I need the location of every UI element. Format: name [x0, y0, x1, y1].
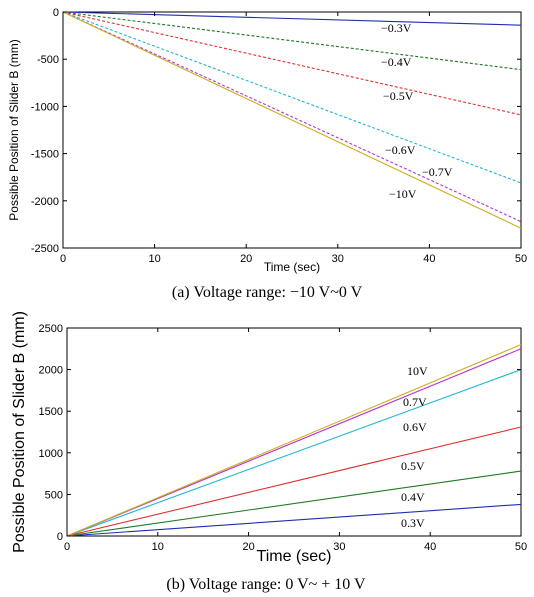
y-tick-label: 0 — [53, 7, 59, 19]
series-label: −0.7V — [422, 165, 453, 179]
x-tick-label: 0 — [64, 541, 70, 553]
y-tick-label: 1000 — [39, 448, 63, 460]
series-lines-a — [62, 11, 522, 229]
series-line — [66, 426, 522, 537]
series-lines-b — [66, 344, 522, 537]
x-tick-label: 10 — [148, 253, 160, 265]
series-line — [62, 11, 522, 116]
x-tick-label: 40 — [424, 541, 436, 553]
x-tick-label: 20 — [240, 253, 252, 265]
series-labels-b: 0.3V 0.4V 0.5V 0.6V 0.7V 10V — [401, 364, 428, 530]
x-tick-label: 30 — [332, 253, 344, 265]
series-label: 0.6V — [403, 420, 427, 434]
series-line — [66, 470, 522, 537]
x-tick-label: 0 — [60, 253, 66, 265]
y-ticks-a: 0 -500 -1000 -1500 -2000 -2500 — [31, 7, 521, 255]
x-ticks-a: 0 10 20 30 40 50 — [60, 12, 527, 265]
series-label: 0.7V — [403, 395, 427, 409]
plot-frame-a — [62, 11, 522, 249]
series-line — [66, 344, 522, 537]
caption-b: (b) Voltage range: 0 V~ + 10 V — [166, 576, 366, 593]
x-tick-label: 50 — [515, 541, 527, 553]
x-tick-label: 30 — [333, 541, 345, 553]
series-line — [62, 11, 522, 223]
y-tick-label: -500 — [37, 54, 59, 66]
series-line — [62, 11, 522, 229]
series-label: −0.3V — [381, 21, 412, 35]
y-tick-label: -1000 — [31, 101, 59, 113]
y-axis-label-b: Possible Position of Slider B (mm) — [11, 311, 28, 553]
x-axis-label-b: Time (sec) — [257, 548, 332, 565]
series-label: −10V — [389, 187, 417, 201]
series-label: −0.4V — [381, 55, 412, 69]
y-axis-label-a: Possible Position of Slider B (mm) — [7, 39, 21, 220]
series-line — [62, 11, 522, 26]
series-label: 0.3V — [401, 516, 425, 530]
x-ticks-b: 0 10 20 30 40 50 — [64, 328, 527, 553]
x-tick-label: 50 — [515, 253, 527, 265]
chart-panel-a: 0 10 20 30 40 50 0 -500 -1000 -1500 -2000 -2500 −0… — [7, 7, 527, 301]
series-label: 10V — [407, 364, 428, 378]
y-tick-label: 2500 — [39, 323, 63, 335]
series-line — [66, 348, 522, 537]
series-label: 0.5V — [401, 459, 425, 473]
series-label: 0.4V — [401, 490, 425, 504]
y-tick-label: 500 — [45, 489, 63, 501]
y-tick-label: 0 — [57, 531, 63, 543]
series-label: −0.6V — [385, 143, 416, 157]
chart-panel-b: 0 10 20 30 40 50 0 500 1000 1500 2000 2500 0.3V 0.4… — [11, 311, 527, 593]
series-line — [62, 11, 522, 71]
x-tick-label: 20 — [242, 541, 254, 553]
y-tick-label: 1500 — [39, 406, 63, 418]
y-tick-label: 2000 — [39, 365, 63, 377]
plot-frame-b — [66, 327, 522, 537]
y-tick-label: -2000 — [31, 196, 59, 208]
y-ticks-b: 0 500 1000 1500 2000 2500 — [39, 323, 521, 543]
series-labels-a: −0.3V −0.4V −0.5V −0.6V −0.7V −10V — [381, 21, 453, 201]
x-tick-label: 10 — [152, 541, 164, 553]
y-tick-label: -1500 — [31, 149, 59, 161]
y-tick-label: -2500 — [31, 243, 59, 255]
series-line — [66, 369, 522, 537]
x-axis-label-a: Time (sec) — [264, 260, 320, 274]
caption-a: (a) Voltage range: −10 V~0 V — [172, 284, 363, 301]
series-line — [62, 11, 522, 184]
series-line — [66, 503, 522, 537]
x-tick-label: 40 — [423, 253, 435, 265]
series-label: −0.5V — [383, 89, 414, 103]
